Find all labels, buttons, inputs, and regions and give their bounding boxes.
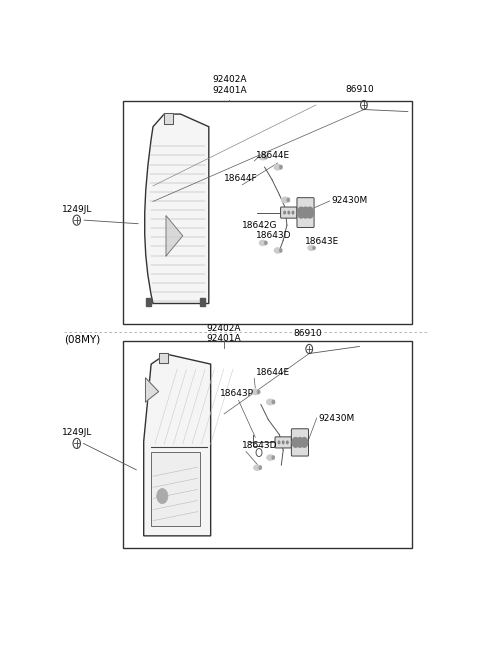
Ellipse shape — [266, 399, 274, 405]
Polygon shape — [145, 298, 151, 306]
Bar — [123, 341, 411, 548]
Text: 18643D: 18643D — [242, 441, 278, 450]
PathPatch shape — [144, 114, 209, 304]
Text: 18643E: 18643E — [305, 237, 339, 247]
Polygon shape — [164, 113, 173, 124]
Circle shape — [272, 400, 275, 404]
Circle shape — [291, 437, 300, 448]
Text: 92430M: 92430M — [332, 196, 368, 205]
Bar — [123, 102, 411, 323]
Circle shape — [264, 155, 267, 159]
Polygon shape — [145, 378, 158, 402]
Circle shape — [279, 165, 282, 169]
Polygon shape — [158, 353, 168, 363]
Text: 18644F: 18644F — [224, 174, 257, 183]
Text: 92402A
92401A: 92402A 92401A — [212, 75, 247, 95]
Circle shape — [277, 440, 280, 444]
Text: 18642G: 18642G — [241, 221, 277, 230]
Ellipse shape — [254, 465, 261, 470]
Circle shape — [264, 241, 267, 245]
Text: 18643D: 18643D — [256, 232, 291, 240]
Ellipse shape — [252, 389, 259, 395]
Text: 1249JL: 1249JL — [61, 428, 92, 437]
Text: 18644E: 18644E — [256, 368, 290, 377]
Text: 92402A
92401A: 92402A 92401A — [206, 324, 241, 343]
Circle shape — [305, 207, 314, 218]
Text: (08MY): (08MY) — [64, 335, 100, 345]
Polygon shape — [200, 298, 205, 306]
Circle shape — [296, 437, 304, 448]
Circle shape — [291, 211, 294, 215]
FancyBboxPatch shape — [291, 429, 309, 456]
PathPatch shape — [144, 354, 211, 536]
Circle shape — [297, 207, 306, 218]
Polygon shape — [166, 216, 183, 256]
Circle shape — [312, 246, 315, 250]
Ellipse shape — [259, 154, 266, 160]
Circle shape — [287, 198, 290, 202]
Text: 86910: 86910 — [293, 329, 322, 338]
Text: 18644E: 18644E — [256, 150, 290, 159]
Text: 86910: 86910 — [345, 85, 374, 94]
Text: 1249JL: 1249JL — [61, 205, 92, 214]
Text: 92430M: 92430M — [319, 414, 355, 422]
FancyBboxPatch shape — [281, 207, 297, 218]
Circle shape — [288, 211, 290, 215]
Circle shape — [286, 440, 289, 444]
Text: 18643P: 18643P — [220, 389, 254, 398]
Circle shape — [283, 211, 286, 215]
FancyBboxPatch shape — [297, 197, 314, 228]
Ellipse shape — [259, 240, 266, 246]
Circle shape — [301, 207, 310, 218]
FancyBboxPatch shape — [275, 437, 291, 448]
Ellipse shape — [308, 245, 314, 251]
Ellipse shape — [281, 197, 289, 203]
Circle shape — [156, 489, 168, 504]
Ellipse shape — [274, 164, 281, 170]
Ellipse shape — [274, 248, 281, 253]
Circle shape — [282, 440, 285, 444]
Circle shape — [272, 456, 275, 459]
Circle shape — [279, 249, 282, 253]
Ellipse shape — [267, 455, 274, 461]
Circle shape — [300, 437, 309, 448]
Circle shape — [257, 390, 260, 394]
Circle shape — [259, 466, 262, 470]
Bar — [151, 451, 200, 525]
